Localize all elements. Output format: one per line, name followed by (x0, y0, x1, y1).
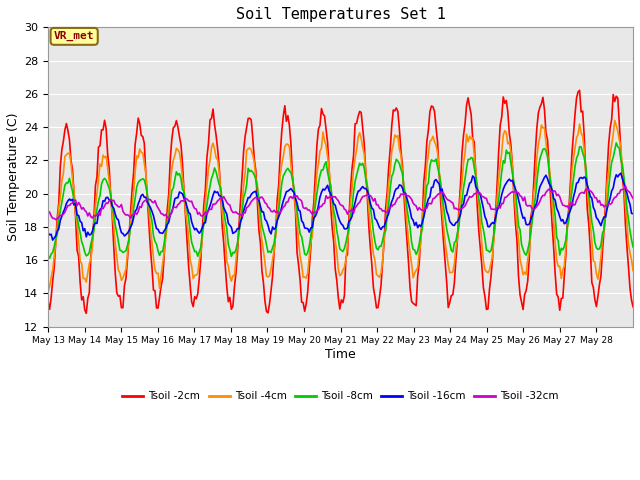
Tsoil -8cm (66, 176, 74, 181)
Tsoil -32cm (347, 208, 355, 214)
Tsoil -2cm (83, 311, 90, 316)
Tsoil -4cm (345, 225, 353, 231)
Line: Tsoil -4cm: Tsoil -4cm (48, 120, 633, 291)
Tsoil -2cm (463, 102, 470, 108)
Tsoil -32cm (44, 208, 52, 214)
Tsoil -8cm (347, 213, 355, 218)
Tsoil -16cm (49, 237, 56, 243)
Tsoil -4cm (44, 288, 52, 294)
Tsoil -8cm (628, 237, 636, 242)
Tsoil -4cm (83, 279, 90, 285)
Tsoil -8cm (550, 200, 557, 206)
Tsoil -32cm (52, 216, 60, 222)
Tsoil -2cm (64, 128, 72, 133)
Tsoil -16cm (629, 211, 637, 216)
Tsoil -16cm (44, 230, 52, 236)
Tsoil -2cm (550, 244, 557, 250)
Title: Soil Temperatures Set 1: Soil Temperatures Set 1 (236, 7, 445, 22)
Tsoil -8cm (463, 165, 470, 170)
Tsoil -16cm (463, 192, 470, 198)
Y-axis label: Soil Temperature (C): Soil Temperature (C) (7, 113, 20, 241)
Tsoil -2cm (628, 297, 636, 303)
Tsoil -32cm (66, 203, 74, 208)
Tsoil -8cm (84, 252, 92, 258)
Line: Tsoil -32cm: Tsoil -32cm (48, 186, 633, 219)
Tsoil -4cm (629, 268, 637, 274)
Tsoil -4cm (548, 201, 556, 206)
Text: VR_met: VR_met (54, 31, 95, 41)
Tsoil -16cm (66, 196, 74, 202)
Tsoil -32cm (463, 200, 470, 205)
Tsoil -2cm (576, 87, 584, 93)
Tsoil -32cm (550, 188, 557, 194)
Tsoil -16cm (84, 229, 92, 235)
Tsoil -2cm (347, 187, 355, 192)
Tsoil -2cm (84, 296, 92, 301)
Legend: Tsoil -2cm, Tsoil -4cm, Tsoil -8cm, Tsoil -16cm, Tsoil -32cm: Tsoil -2cm, Tsoil -4cm, Tsoil -8cm, Tsoi… (118, 387, 563, 406)
Tsoil -32cm (628, 193, 636, 199)
Tsoil -8cm (612, 140, 620, 146)
Tsoil -4cm (611, 118, 619, 123)
Tsoil -4cm (626, 250, 634, 256)
Tsoil -2cm (44, 299, 52, 305)
Tsoil -16cm (628, 211, 636, 216)
Tsoil -16cm (347, 217, 355, 223)
Tsoil -2cm (629, 304, 637, 310)
Tsoil -32cm (629, 195, 637, 201)
Line: Tsoil -8cm: Tsoil -8cm (48, 143, 633, 258)
Tsoil -8cm (46, 255, 54, 261)
Tsoil -4cm (64, 150, 72, 156)
Tsoil -8cm (629, 244, 637, 250)
Tsoil -32cm (621, 183, 629, 189)
X-axis label: Time: Time (325, 348, 356, 361)
Tsoil -8cm (44, 252, 52, 258)
Line: Tsoil -16cm: Tsoil -16cm (48, 173, 633, 240)
Tsoil -16cm (550, 195, 557, 201)
Line: Tsoil -2cm: Tsoil -2cm (48, 90, 633, 313)
Tsoil -32cm (84, 213, 92, 219)
Tsoil -16cm (617, 170, 625, 176)
Tsoil -4cm (461, 151, 469, 156)
